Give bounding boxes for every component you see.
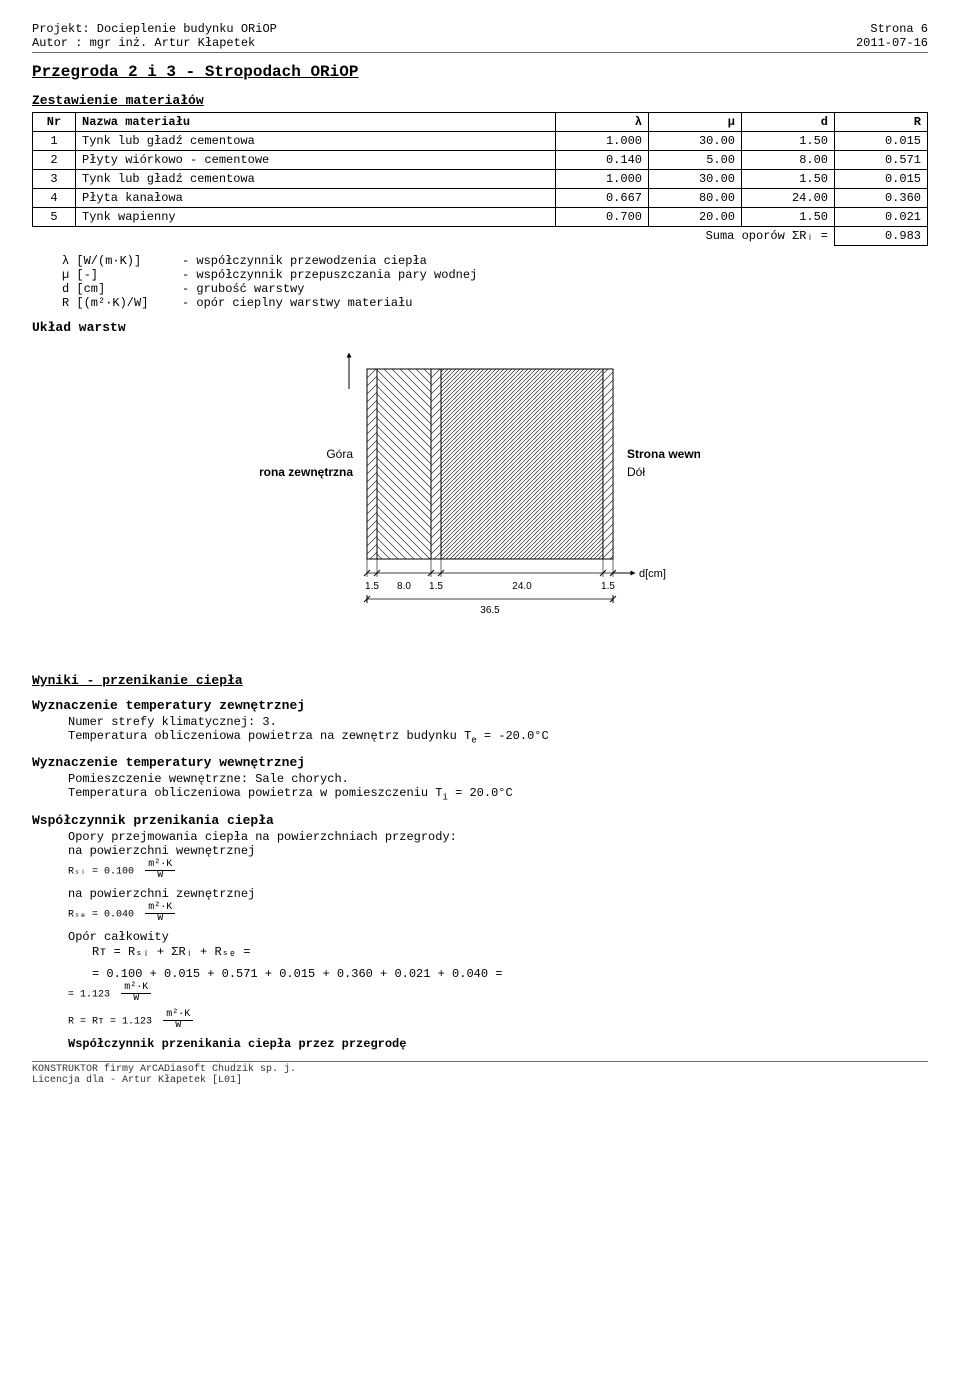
table-sum-row: Suma oporów ΣRᵢ = 0.983	[33, 227, 928, 246]
table-row: 3Tynk lub gładź cementowa1.00030.001.500…	[33, 170, 928, 189]
col-name: Nazwa materiału	[76, 113, 556, 132]
svg-text:Strona wewnętrzna: Strona wewnętrzna	[627, 447, 700, 461]
svg-text:8.0: 8.0	[397, 581, 411, 592]
col-r: R	[835, 113, 928, 132]
section-title: Przegroda 2 i 3 - Stropodach ORiOP	[32, 63, 928, 81]
legend-row: µ [-]- współczynnik przepuszczania pary …	[62, 268, 928, 282]
unit-fraction: m²·K W	[145, 903, 175, 924]
svg-text:24.0: 24.0	[512, 581, 532, 592]
coeff-line1: Opory przejmowania ciepła na powierzchni…	[68, 830, 928, 844]
ext-temp-line2: Temperatura obliczeniowa powietrza na ze…	[68, 729, 928, 745]
final-bold: Współczynnik przenikania ciepła przez pr…	[68, 1037, 928, 1051]
svg-text:Strona zewnętrzna: Strona zewnętrzna	[260, 465, 353, 479]
report-header: Projekt: Docieplenie budynku ORiOP Autor…	[32, 22, 928, 50]
int-temp-heading: Wyznaczenie temperatury wewnętrznej	[32, 755, 928, 770]
ext-temp-heading: Wyznaczenie temperatury zewnętrznej	[32, 698, 928, 713]
svg-text:1.5: 1.5	[601, 581, 615, 592]
footer-line1: KONSTRUKTOR firmy ArCADiasoft Chudzik sp…	[32, 1064, 928, 1075]
report-date: 2011-07-16	[856, 36, 928, 50]
table-row: 4Płyta kanałowa0.66780.0024.000.360	[33, 189, 928, 208]
int-temp-line1: Pomieszczenie wewnętrzne: Sale chorych.	[68, 772, 928, 786]
materials-heading: Zestawienie materiałów	[32, 93, 928, 108]
materials-table: Nr Nazwa materiału λ µ d R 1Tynk lub gła…	[32, 112, 928, 246]
r-final: R = Rᴛ = 1.123 m²·K W	[68, 1010, 928, 1031]
legend-row: d [cm]- grubość warstwy	[62, 282, 928, 296]
int-temp-line2: Temperatura obliczeniowa powietrza w pom…	[68, 786, 928, 802]
cross-section-svg: Góra Strona zewnętrzna Strona wewnętrzna Dó…	[260, 349, 700, 649]
unit-fraction: m²·K W	[163, 1010, 193, 1031]
legend-row: R [(m²·K)/W]- opór cieplny warstwy mater…	[62, 296, 928, 310]
svg-text:36.5: 36.5	[480, 605, 500, 616]
rse-formula: Rₛₑ = 0.040 m²·K W	[68, 903, 928, 924]
table-row: 1Tynk lub gładź cementowa1.00030.001.500…	[33, 132, 928, 151]
col-lambda: λ	[556, 113, 649, 132]
rt-value: = 1.123 m²·K W	[68, 983, 928, 1004]
project-line: Projekt: Docieplenie budynku ORiOP	[32, 22, 277, 36]
svg-text:Dół: Dół	[627, 465, 645, 479]
rt-equation: Rᴛ = Rₛᵢ + ΣRᵢ + Rₛₑ =	[92, 944, 928, 959]
footer-line2: Licencja dla - Artur Kłapetek [L01]	[32, 1075, 928, 1086]
sum-value: 0.983	[835, 227, 928, 246]
table-row: 2Płyty wiórkowo - cementowe0.1405.008.00…	[33, 151, 928, 170]
coeff-line3: na powierzchni zewnętrznej	[68, 887, 928, 901]
svg-text:Góra: Góra	[326, 447, 353, 461]
table-header-row: Nr Nazwa materiału λ µ d R	[33, 113, 928, 132]
header-divider	[32, 52, 928, 53]
rt-sum: = 0.100 + 0.015 + 0.571 + 0.015 + 0.360 …	[92, 967, 928, 981]
layer-diagram: Góra Strona zewnętrzna Strona wewnętrzna Dó…	[32, 349, 928, 653]
symbol-legend: λ [W/(m·K)]- współczynnik przewodzenia c…	[62, 254, 928, 310]
author-line: Autor : mgr inż. Artur Kłapetek	[32, 36, 277, 50]
coeff-line2: na powierzchni wewnętrznej	[68, 844, 928, 858]
svg-text:1.5: 1.5	[429, 581, 443, 592]
sum-label: Suma oporów ΣRᵢ =	[33, 227, 835, 246]
col-nr: Nr	[33, 113, 76, 132]
legend-row: λ [W/(m·K)]- współczynnik przewodzenia c…	[62, 254, 928, 268]
coeff-heading: Współczynnik przenikania ciepła	[32, 813, 928, 828]
unit-fraction: m²·K W	[145, 860, 175, 881]
col-mu: µ	[649, 113, 742, 132]
svg-text:1.5: 1.5	[365, 581, 379, 592]
footer-divider	[32, 1061, 928, 1062]
svg-text:d[cm]: d[cm]	[639, 568, 666, 580]
unit-fraction: m²·K W	[121, 983, 151, 1004]
layers-heading: Układ warstw	[32, 320, 928, 335]
table-row: 5Tynk wapienny0.70020.001.500.021	[33, 208, 928, 227]
rsi-formula: Rₛᵢ = 0.100 m²·K W	[68, 860, 928, 881]
opor-label: Opór całkowity	[68, 930, 928, 944]
ext-temp-line1: Numer strefy klimatycznej: 3.	[68, 715, 928, 729]
col-d: d	[742, 113, 835, 132]
results-heading: Wyniki - przenikanie ciepła	[32, 673, 928, 688]
page-number: Strona 6	[856, 22, 928, 36]
